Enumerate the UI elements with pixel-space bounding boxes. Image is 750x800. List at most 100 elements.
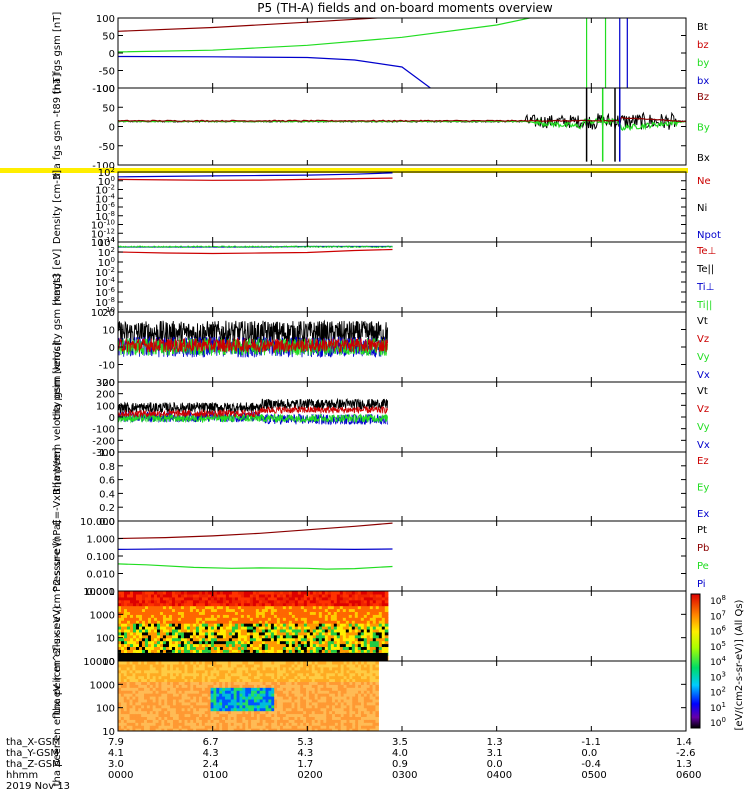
heatmap-cell (216, 626, 221, 630)
footer-value: 4.1 (108, 748, 124, 759)
heatmap-cell (207, 623, 212, 627)
heatmap-cell (126, 681, 131, 685)
heatmap-cell (297, 599, 302, 604)
heatmap-cell (279, 637, 284, 642)
heatmap-cell (323, 678, 327, 683)
heatmap-cell (219, 675, 223, 680)
heatmap-cell (144, 605, 149, 610)
heatmap-cell (172, 661, 177, 665)
heatmap-cell (170, 681, 174, 685)
heatmap-cell (141, 623, 146, 627)
heatmap-cell (138, 678, 142, 683)
heatmap-cell (333, 611, 338, 615)
heatmap-cell (333, 643, 338, 648)
heatmap-cell (358, 719, 362, 723)
heatmap-cell (165, 596, 170, 601)
heatmap-cell (126, 666, 131, 671)
heatmap-cell (333, 634, 338, 639)
heatmap-cell (282, 716, 287, 720)
heatmap-cell (161, 725, 165, 729)
heatmap-cell (156, 591, 161, 595)
heatmap-cell (213, 605, 218, 610)
heatmap-cell (323, 704, 327, 709)
heatmap-cell (201, 626, 206, 630)
heatmap-cell (120, 591, 125, 595)
heatmap-cell (265, 687, 270, 691)
heatmap-cell (216, 631, 221, 636)
heatmap-cell (141, 675, 145, 680)
heatmap-cell (378, 596, 383, 601)
heatmap-cell (306, 710, 310, 715)
heatmap-cell (144, 663, 148, 668)
heatmap-cell (326, 666, 330, 671)
heatmap-cell (181, 716, 186, 720)
heatmap-cell (366, 649, 371, 653)
heatmap-cell (343, 693, 348, 697)
heatmap-cell (285, 678, 290, 683)
heatmap-cell (261, 637, 266, 642)
heatmap-cell (147, 593, 152, 598)
heatmap-cell (135, 643, 140, 648)
heatmap-cell (172, 690, 177, 694)
heatmap-cell (291, 687, 296, 691)
heatmap-cell (201, 593, 206, 598)
legend-vz: Vz (697, 404, 709, 415)
heatmap-cell (309, 602, 314, 607)
heatmap-cell (123, 646, 128, 650)
heatmap-cell (363, 701, 368, 706)
heatmap-cell (332, 684, 336, 688)
heatmap-cell (303, 663, 307, 668)
heatmap-cell (345, 593, 350, 598)
heatmap-cell (120, 701, 125, 706)
heatmap-cell (219, 640, 224, 645)
heatmap-cell (249, 628, 254, 633)
heatmap-cell (348, 626, 353, 630)
heatmap-cell (149, 693, 154, 697)
heatmap-cell (279, 675, 284, 680)
heatmap-cell (162, 617, 167, 621)
heatmap-cell (240, 646, 245, 650)
heatmap-cell (268, 719, 272, 723)
heatmap-cell (174, 628, 179, 633)
heatmap-cell (207, 620, 212, 624)
heatmap-cell (326, 722, 330, 726)
heatmap-cell (165, 649, 170, 653)
heatmap-cell (303, 623, 308, 627)
heatmap-cell (312, 620, 317, 624)
heatmap-cell (155, 713, 160, 718)
heatmap-cell (190, 690, 194, 694)
heatmap-cell (324, 591, 329, 595)
heatmap-cell (177, 649, 182, 653)
heatmap-cell (323, 690, 327, 694)
heatmap-cell (317, 669, 322, 674)
heatmap-cell (363, 678, 368, 683)
heatmap-cell (170, 687, 174, 691)
heatmap-cell (190, 716, 194, 720)
heatmap-cell (342, 608, 347, 613)
heatmap-cell (219, 693, 223, 697)
heatmap-cell (132, 640, 137, 645)
heatmap-cell (146, 728, 151, 731)
heatmap-cell (201, 599, 206, 604)
heatmap-cell (251, 693, 255, 697)
heatmap-cell (225, 669, 229, 674)
heatmap-cell (245, 722, 249, 726)
heatmap-cell (186, 602, 191, 607)
heatmap-cell (332, 713, 336, 718)
y-tick-label: 0.2 (99, 503, 115, 514)
heatmap-cell (187, 666, 191, 671)
heatmap-cell (360, 661, 365, 665)
heatmap-cell (375, 710, 379, 715)
heatmap-cell (165, 623, 170, 627)
heatmap-cell (339, 631, 344, 636)
legend-ey: Ey (697, 483, 709, 494)
heatmap-cell (150, 602, 155, 607)
heatmap-cell (265, 707, 270, 712)
heatmap-cell (219, 707, 223, 712)
heatmap-cell (306, 626, 311, 630)
heatmap-cell (345, 602, 350, 607)
legend-vt: Vt (697, 386, 708, 397)
heatmap-cell (196, 716, 200, 720)
heatmap-cell (318, 605, 323, 610)
heatmap-cell (378, 599, 383, 604)
